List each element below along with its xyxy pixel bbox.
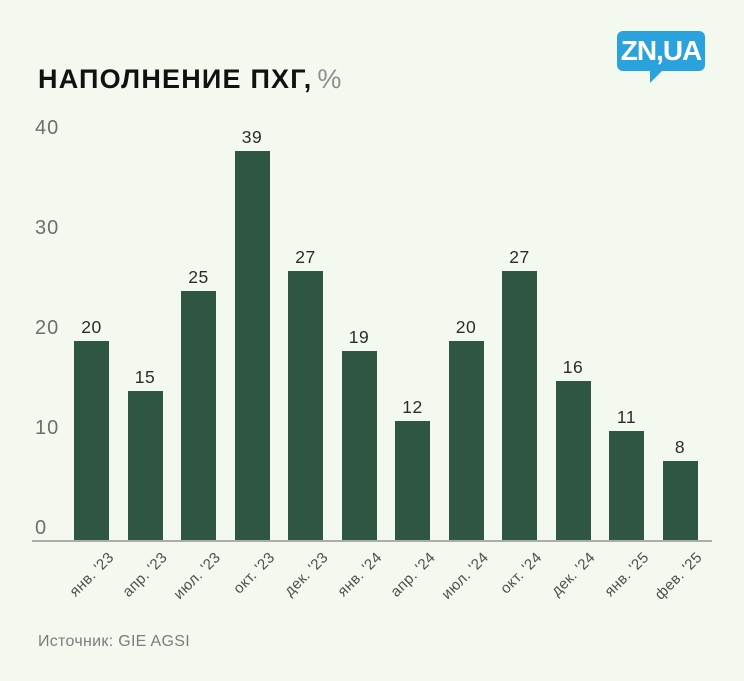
chart-title: НАПОЛНЕНИЕ ПХГ,% <box>38 64 341 95</box>
chart-title-unit: % <box>317 64 342 94</box>
bar-value-label: 20 <box>81 317 102 337</box>
bar <box>127 391 163 541</box>
y-axis-tick-label: 20 <box>35 317 60 339</box>
bar-value-label: 20 <box>455 317 477 337</box>
x-axis-tick-label: апр. '24 <box>386 549 439 601</box>
y-axis-tick-label: 40 <box>35 117 60 139</box>
bar <box>288 271 323 541</box>
y-axis-tick-label: 10 <box>35 417 60 439</box>
bar <box>74 341 109 541</box>
znua-logo: ZN,UA <box>617 31 705 83</box>
bar-value-label: 11 <box>616 407 637 427</box>
x-axis-tick-label: янв. '25 <box>601 549 653 601</box>
bar <box>234 151 270 541</box>
bar-value-label: 16 <box>562 357 584 377</box>
x-axis-tick-label: июл. '24 <box>438 549 493 603</box>
bar <box>502 271 537 541</box>
bar <box>181 291 216 541</box>
bar <box>395 421 430 541</box>
bar <box>448 341 484 541</box>
x-axis-tick-label: дек. '24 <box>548 549 600 600</box>
bar-value-label: 27 <box>295 247 316 267</box>
x-axis-tick-label: фев. '25 <box>651 549 707 604</box>
x-axis-tick-label: июл. '23 <box>170 549 225 603</box>
znua-logo-text: ZN,UA <box>620 35 703 66</box>
chart-title-text: НАПОЛНЕНИЕ ПХГ, <box>38 64 313 94</box>
x-axis-tick-label: апр. '23 <box>119 549 172 601</box>
bar <box>341 351 377 541</box>
bar <box>555 381 591 541</box>
znua-logo-tail-icon <box>650 70 663 83</box>
x-axis-tick-label: янв. '23 <box>66 549 118 601</box>
bar-value-label: 12 <box>402 397 423 417</box>
bar-value-label: 15 <box>134 367 156 387</box>
bar-value-label: 25 <box>188 267 209 287</box>
bar-value-label: 19 <box>348 327 370 347</box>
x-axis-tick-label: янв. '24 <box>333 549 386 601</box>
bar <box>662 461 698 541</box>
x-axis-tick-label: окт. '24 <box>497 549 546 598</box>
y-axis-tick-label: 0 <box>35 517 48 539</box>
y-axis-tick-label: 30 <box>35 217 60 239</box>
bar <box>609 431 644 541</box>
bar-value-label: 39 <box>241 127 263 147</box>
x-axis-line <box>32 540 712 542</box>
bar-value-label: 27 <box>509 247 530 267</box>
x-axis-tick-label: дек. '23 <box>280 549 332 600</box>
source-note: Источник: GIE AGSI <box>38 633 190 650</box>
bar-value-label: 8 <box>674 437 686 457</box>
x-axis-tick-label: окт. '23 <box>229 549 279 598</box>
